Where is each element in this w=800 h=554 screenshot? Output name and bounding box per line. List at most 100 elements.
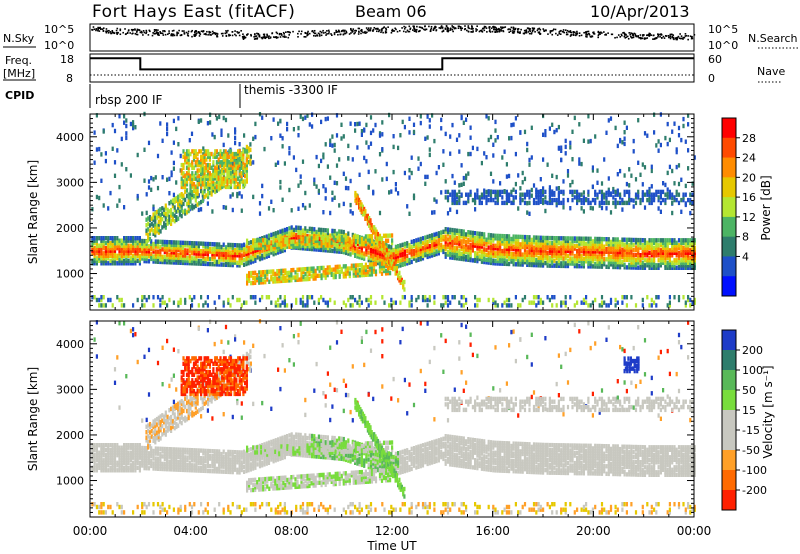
scatter-cell	[428, 233, 431, 239]
scatter-cell	[671, 195, 674, 201]
nsky-point	[131, 32, 133, 35]
scatter-cell	[209, 256, 212, 262]
scatter-cell	[426, 114, 429, 119]
scatter-cell	[315, 184, 318, 189]
scatter-cell	[132, 246, 135, 251]
scatter-cell	[428, 124, 431, 129]
scatter-cell	[578, 264, 581, 269]
scatter-cell	[100, 253, 103, 258]
scatter-cell	[102, 246, 105, 251]
scatter-cell	[330, 267, 333, 272]
scatter-cell	[311, 246, 314, 252]
scatter-cell	[630, 197, 633, 203]
scatter-cell	[412, 195, 416, 201]
scatter-cell	[204, 259, 207, 264]
scatter-cell	[553, 248, 556, 253]
scatter-cell	[206, 241, 209, 247]
scatter-cell	[514, 239, 517, 244]
scatter-cell	[600, 259, 604, 264]
nsky-point	[416, 25, 418, 28]
scatter-cell	[172, 300, 175, 305]
scatter-cell	[270, 277, 273, 282]
scatter-cell	[487, 237, 490, 243]
scatter-cell	[580, 197, 583, 203]
scatter-cell	[421, 251, 425, 256]
scatter-cell	[392, 247, 395, 253]
scatter-cell	[236, 253, 239, 258]
scatter-cell	[102, 238, 105, 243]
scatter-cell	[356, 270, 359, 276]
scatter-cell	[91, 246, 94, 251]
scatter-cell	[132, 125, 135, 131]
nsky-point	[687, 38, 689, 41]
scatter-cell	[659, 192, 662, 197]
scatter-cell	[664, 135, 667, 141]
scatter-cell	[632, 252, 635, 258]
scatter-cell	[501, 253, 504, 259]
scatter-cell	[170, 257, 173, 263]
scatter-cell	[600, 300, 604, 305]
scatter-cell	[539, 248, 542, 253]
nsky-point	[324, 31, 327, 34]
scatter-cell	[224, 250, 228, 255]
nsky-point	[215, 32, 218, 35]
scatter-cell	[528, 300, 531, 305]
scatter-cell	[231, 245, 234, 250]
scatter-cell	[514, 244, 517, 249]
scatter-cell	[664, 238, 667, 243]
scatter-cell	[141, 303, 144, 308]
scatter-cell	[245, 254, 248, 259]
scatter-cell	[587, 251, 590, 256]
nsky-point	[135, 33, 138, 36]
scatter-cell	[501, 251, 504, 256]
scatter-cell	[344, 185, 348, 191]
scatter-cell	[675, 245, 678, 250]
scatter-cell	[258, 254, 262, 259]
scatter-cell	[625, 242, 628, 247]
scatter-cell	[388, 190, 391, 195]
scatter-cell	[358, 273, 361, 278]
scatter-cell	[469, 125, 472, 130]
scatter-cell	[215, 252, 218, 257]
scatter-cell	[290, 235, 293, 240]
scatter-cell	[211, 249, 214, 254]
scatter-cell	[460, 303, 463, 308]
scatter-cell	[589, 254, 592, 259]
scatter-cell	[100, 297, 103, 303]
scatter-cell	[551, 235, 554, 241]
scatter-cell	[634, 260, 638, 265]
scatter-cell	[480, 239, 483, 244]
scatter-cell	[227, 250, 230, 255]
scatter-cell	[564, 263, 567, 269]
scatter-cell	[523, 176, 527, 182]
scatter-cell	[693, 250, 696, 255]
nsky-point	[134, 32, 137, 35]
scatter-cell	[286, 127, 289, 132]
scatter-cell	[394, 187, 397, 192]
scatter-cell	[326, 233, 329, 238]
scatter-cell	[462, 303, 465, 308]
scatter-cell	[378, 152, 382, 157]
nsky-point	[593, 31, 595, 34]
scatter-cell	[662, 258, 665, 263]
nsky-point	[139, 31, 142, 34]
nsky-point	[598, 31, 601, 34]
scatter-cell	[639, 260, 642, 265]
scatter-cell	[211, 242, 214, 247]
scatter-cell	[299, 245, 302, 251]
nsky-point	[491, 30, 494, 33]
scatter-cell	[211, 247, 214, 252]
scatter-cell	[320, 232, 323, 238]
scatter-cell	[381, 120, 384, 125]
scatter-cell	[428, 238, 431, 244]
scatter-cell	[91, 295, 94, 300]
scatter-cell	[134, 253, 137, 258]
scatter-cell	[306, 228, 309, 234]
scatter-cell	[399, 260, 402, 266]
scatter-cell	[372, 256, 375, 262]
scatter-cell	[519, 195, 522, 200]
scatter-cell	[682, 245, 685, 250]
scatter-cell	[231, 260, 234, 265]
scatter-cell	[455, 192, 459, 197]
